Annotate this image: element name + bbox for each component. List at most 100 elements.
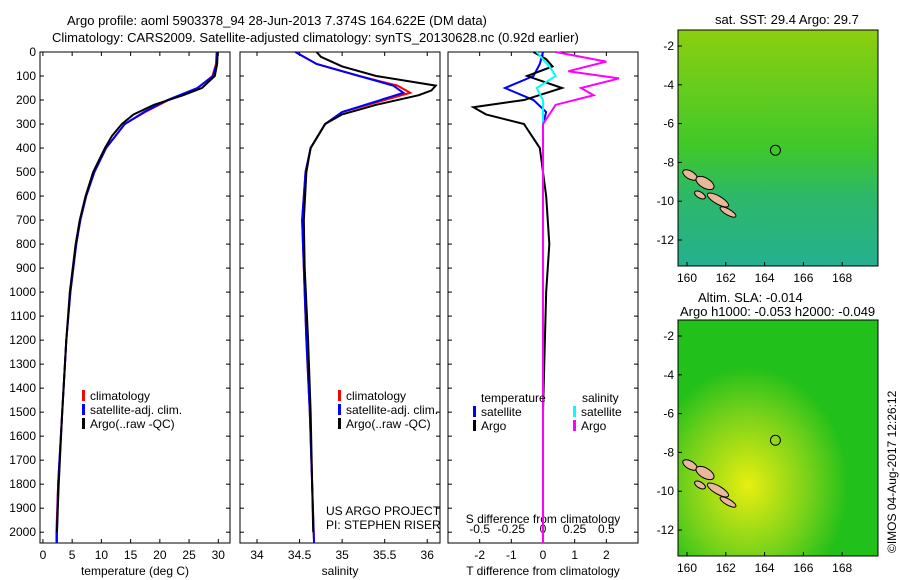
y-tick-label: 1400 [9,381,36,395]
y-tick-label: 900 [16,261,36,275]
legend-swatch [473,406,476,417]
lat-tick-label: -8 [663,445,674,459]
x-tick-label: 34 [250,548,264,562]
lon-tick-label: 164 [755,271,775,285]
x-tick-label: 0 [540,548,547,562]
y-tick-label: 1600 [9,429,36,443]
lon-tick-label: 164 [755,561,775,575]
lat-tick-label: -4 [663,78,674,92]
island [694,480,706,490]
legend-label: Argo [581,419,607,433]
lat-tick-label: -10 [657,484,675,498]
island [695,465,715,481]
island [719,206,737,218]
y-tick-label: 600 [16,189,36,203]
y-tick-label: 1300 [9,357,36,371]
x2-tick-label: 0.5 [598,522,615,536]
y-tick-label: 0 [29,45,36,59]
x-tick-label: 34.5 [288,548,312,562]
y-tick-label: 1900 [9,501,36,515]
legend-swatch [573,420,576,431]
lon-tick-label: 168 [832,561,852,575]
legend-swatch [82,404,85,415]
y-tick-label: 1800 [9,477,36,491]
sla-map-title-1: Altim. SLA: -0.014 [698,290,803,305]
legend-swatch [473,420,476,431]
argo-location-marker [769,434,781,446]
lon-tick-label: 166 [793,561,813,575]
lat-tick-label: -6 [663,117,674,131]
sst-map-field [677,29,879,267]
legend-label: Argo(..raw -QC) [346,417,431,431]
x2-tick-label: -0.25 [498,522,526,536]
lon-tick-label: 162 [716,561,736,575]
title-line-2: Climatology: CARS2009. Satellite-adjuste… [52,30,579,45]
series-line-climatology [55,51,218,543]
lat-tick-label: -6 [663,407,674,421]
legend-label: climatology [90,389,150,403]
legend-label: Argo(..raw -QC) [90,417,175,431]
legend-title-temperature: temperature [481,391,546,405]
x-tick-label: 0 [40,548,47,562]
project-annotation: PI: STEPHEN RISER [326,518,441,532]
legend-swatch [338,390,341,401]
x-tick-label: 2 [603,548,610,562]
y-tick-label: 300 [16,117,36,131]
project-annotation: US ARGO PROJECT [326,504,441,518]
y-tick-label: 500 [16,165,36,179]
lat-tick-label: -2 [663,329,674,343]
island [694,190,706,200]
island [695,175,715,191]
sla-map-title-2: Argo h1000: -0.053 h2000: -0.049 [680,304,876,319]
difference-x-axis-label: T difference from climatology [466,564,620,578]
x-tick-label: 10 [95,548,109,562]
salinity-x-axis-label: salinity [322,564,359,578]
y-tick-label: 1100 [10,309,36,323]
argo-location-marker [769,144,781,156]
y-tick-label: 400 [16,141,36,155]
series-line-argo-raw-qc- [302,51,438,533]
legend-swatch [338,418,341,429]
sla-map-field [677,319,879,557]
lon-tick-label: 168 [832,271,852,285]
x-tick-label: 5 [69,548,76,562]
legend-label: satellite [481,405,522,419]
legend-label: climatology [346,389,406,403]
legend-swatch [82,418,85,429]
legend-label: Argo [481,419,507,433]
x-tick-label: 20 [153,548,167,562]
x-tick-label: 35 [335,548,349,562]
x-tick-label: 25 [182,548,196,562]
salinity-axes-box [239,51,441,544]
series-line-satellite-adj-clim- [55,51,219,543]
copyright-footer: ©IMOS 04-Aug-2017 12:26:12 [885,390,899,553]
x-tick-label: -1 [506,548,517,562]
x2-tick-label: -0.5 [469,522,490,536]
x-tick-label: -2 [474,548,485,562]
y-tick-label: 100 [16,69,36,83]
y-tick-label: 1200 [9,333,36,347]
x-tick-label: 30 [212,548,226,562]
x-tick-label: 36 [421,548,435,562]
x-tick-label: 35.5 [373,548,397,562]
legend-swatch [573,406,576,417]
y-tick-label: 2000 [9,525,36,539]
lat-tick-label: -12 [657,523,675,537]
lat-tick-label: -2 [663,39,674,53]
y-tick-label: 1500 [9,405,36,419]
lon-tick-label: 162 [716,271,736,285]
y-tick-label: 800 [16,237,36,251]
series-line-t-argo [470,51,566,543]
x2-tick-label: 0.25 [563,522,587,536]
lat-tick-label: -4 [663,368,674,382]
title-line-1: Argo profile: aoml 5903378_94 28-Jun-201… [67,13,487,28]
series-line-argo-raw-qc- [55,51,219,533]
sst-map-title: sat. SST: 29.4 Argo: 29.7 [715,12,859,27]
temperature-x-axis-label: temperature (deg C) [81,564,189,578]
lat-tick-label: -8 [663,155,674,169]
temperature-axes-box [39,51,231,544]
y-tick-label: 1000 [9,285,36,299]
island [706,482,730,498]
